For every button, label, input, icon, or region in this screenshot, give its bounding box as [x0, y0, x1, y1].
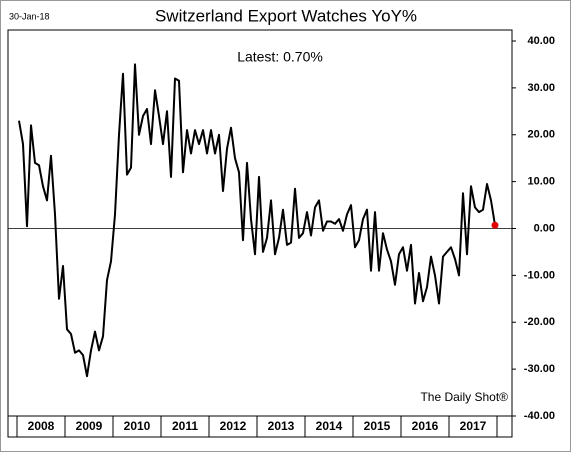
y-tick-label: -20.00: [524, 316, 555, 328]
y-tick-label: -40.00: [524, 410, 555, 422]
x-tick-label: 2012: [220, 419, 247, 433]
y-tick-label: 0.00: [534, 222, 555, 234]
chart-title: Switzerland Export Watches YoY%: [155, 6, 417, 25]
plot-border: [7, 29, 513, 438]
x-tick-label: 2009: [76, 419, 103, 433]
source: The Daily Shot®: [420, 390, 508, 404]
x-tick-label: 2017: [460, 419, 487, 433]
data-line: [18, 63, 496, 378]
y-tick-label: 10.00: [527, 176, 555, 188]
latest-marker: [491, 221, 499, 229]
annotation: Latest: 0.70%: [237, 49, 323, 65]
y-tick-label: -10.00: [524, 269, 555, 281]
x-tick-label: 2011: [172, 419, 198, 433]
y-tick-label: 30.00: [527, 82, 555, 94]
x-tick-label: 2015: [364, 419, 391, 433]
y-tick-label: -30.00: [524, 363, 555, 375]
x-tick-label: 2013: [268, 419, 295, 433]
x-tick-label: 2014: [316, 419, 343, 433]
y-tick-label: 40.00: [527, 35, 555, 47]
x-tick-label: 2008: [28, 419, 55, 433]
x-tick-label: 2016: [412, 419, 439, 433]
x-tick-label: 2010: [124, 419, 151, 433]
date: 30-Jan-18: [9, 11, 50, 21]
y-tick-label: 20.00: [527, 129, 555, 141]
